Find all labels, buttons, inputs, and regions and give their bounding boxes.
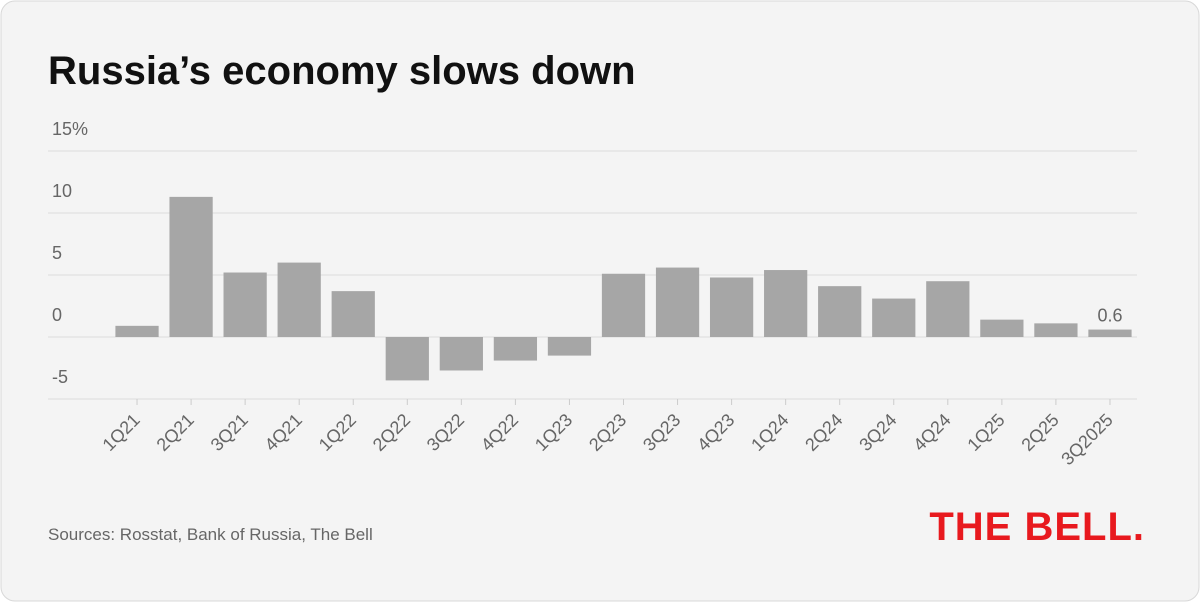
bar <box>872 298 916 337</box>
bar <box>1034 323 1078 337</box>
bar <box>980 319 1024 337</box>
bar <box>709 277 754 337</box>
chart-title: Russia’s economy slows down <box>48 49 636 93</box>
bar <box>331 291 375 337</box>
bar <box>385 337 429 381</box>
y-tick-label: 0 <box>52 305 62 325</box>
y-tick-label: 5 <box>52 243 62 263</box>
value-label: 0.6 <box>1097 306 1122 326</box>
bar <box>115 325 159 337</box>
bar <box>439 337 483 371</box>
bar <box>277 262 321 337</box>
y-tick-label: -5 <box>52 367 68 387</box>
y-tick-label: 15% <box>52 119 88 139</box>
bar <box>926 281 970 337</box>
bar <box>764 270 808 337</box>
brand-logo: THE BELL. <box>929 505 1145 549</box>
bar <box>1088 329 1132 337</box>
source: Sources: Rosstat, Bank of Russia, The Be… <box>48 525 373 544</box>
y-tick-label: 10 <box>52 181 72 201</box>
bar <box>818 286 862 337</box>
bar <box>547 337 592 356</box>
bar <box>223 272 267 337</box>
bar <box>169 196 213 337</box>
bar <box>601 273 646 337</box>
bar <box>655 267 700 337</box>
bar <box>493 337 538 361</box>
